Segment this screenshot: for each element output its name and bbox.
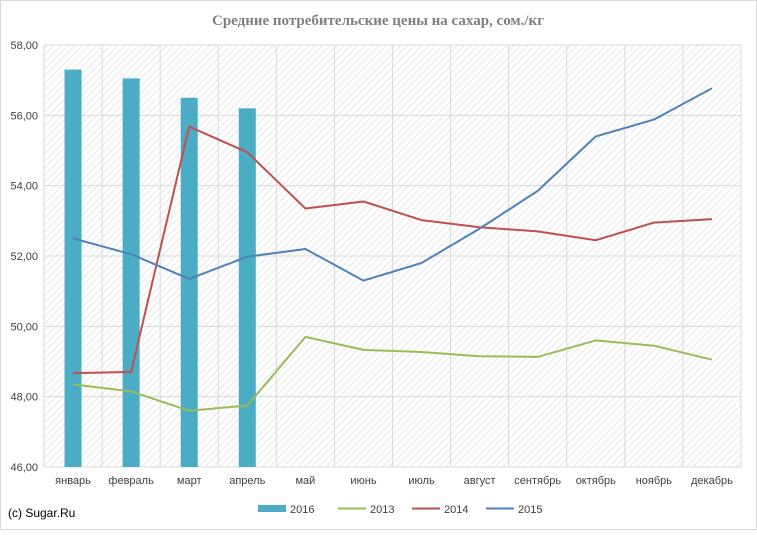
x-tick-label: март xyxy=(177,475,202,487)
chart-title: Средние потребительские цены на сахар, с… xyxy=(212,13,544,29)
x-tick-label: июль xyxy=(408,475,435,487)
bar-series xyxy=(64,69,256,468)
legend: 2016 2013 2014 2015 xyxy=(258,504,542,516)
bar-2016 xyxy=(180,97,198,467)
legend-label-2013: 2013 xyxy=(370,504,394,516)
bar-2016 xyxy=(122,78,140,468)
x-tick-label: апрель xyxy=(229,475,265,487)
line-series-2014 xyxy=(72,125,713,375)
legend-swatch-2016 xyxy=(258,505,286,512)
bar-2016 xyxy=(238,108,256,468)
legend-label-2015: 2015 xyxy=(518,504,542,516)
line-series xyxy=(72,87,713,412)
x-tick-label: декабрь xyxy=(691,475,733,487)
x-tick-label: январь xyxy=(55,475,91,487)
x-tick-label: май xyxy=(295,475,315,487)
x-tick-label: сентябрь xyxy=(514,475,561,487)
x-tick-label: ноябрь xyxy=(636,475,673,487)
x-tick-label: август xyxy=(464,475,496,487)
gridlines xyxy=(43,44,742,468)
line-series-2015 xyxy=(72,87,713,282)
y-tick-label: 52,00 xyxy=(10,251,38,263)
y-tick-label: 48,00 xyxy=(10,392,38,404)
x-tick-label: февраль xyxy=(108,475,154,487)
bar-2016 xyxy=(64,69,82,467)
x-axis-ticks: январь февраль март апрель май июнь июль август… xyxy=(55,475,733,487)
x-tick-label: октябрь xyxy=(576,475,616,487)
y-tick-label: 54,00 xyxy=(10,181,38,193)
y-tick-label: 46,00 xyxy=(10,462,38,474)
copyright-text: (c) Sugar.Ru xyxy=(8,506,75,520)
x-tick-label: июнь xyxy=(350,475,376,487)
y-tick-label: 58,00 xyxy=(10,40,38,52)
y-axis-ticks: 46,00 48,00 50,00 52,00 54,00 56,00 58,00 xyxy=(10,40,38,474)
legend-label-2016: 2016 xyxy=(290,504,314,516)
y-tick-label: 56,00 xyxy=(10,110,38,122)
line-series-2013 xyxy=(72,335,713,412)
legend-label-2014: 2014 xyxy=(444,504,468,516)
y-tick-label: 50,00 xyxy=(10,321,38,333)
